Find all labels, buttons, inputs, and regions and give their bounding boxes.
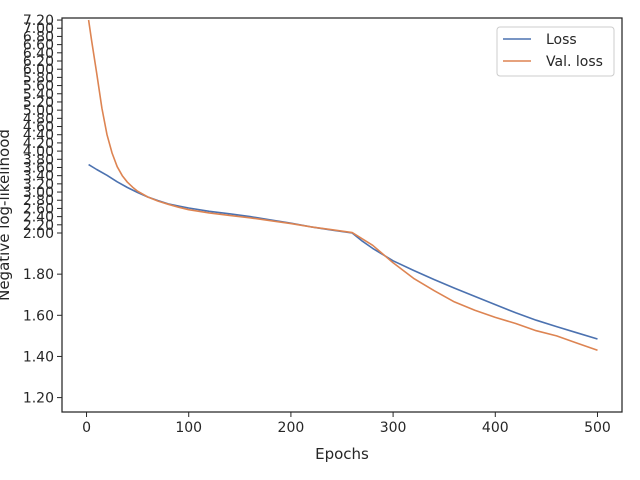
legend-entry: Val. loss xyxy=(546,54,603,70)
x-tick-label: 200 xyxy=(278,420,305,436)
x-tick-label: 0 xyxy=(82,420,91,436)
y-tick-label: 2.60 xyxy=(23,201,54,217)
y-tick-label: 7.00 xyxy=(23,21,54,37)
y-tick-label: 5.20 xyxy=(23,95,54,111)
y-tick-label: 3.00 xyxy=(23,185,54,201)
series-line-0 xyxy=(88,163,598,340)
y-tick-label: 3.40 xyxy=(23,169,54,185)
y-tick-label: 1.20 xyxy=(23,391,54,407)
y-tick-label: 3.80 xyxy=(23,152,54,168)
y-tick-label: 3.20 xyxy=(23,177,54,193)
y-tick-label: 6.20 xyxy=(23,54,54,70)
x-axis-label: Epochs xyxy=(315,445,369,463)
series-line-1 xyxy=(87,19,598,352)
y-tick-label: 2.80 xyxy=(23,193,54,209)
y-axis: 1.20 1.40 1.60 1.80 2.002.202.402.602.803.00… xyxy=(23,13,62,407)
y-tick-label: 5.60 xyxy=(23,79,54,95)
series-layer xyxy=(87,19,598,352)
legend-entry: Loss xyxy=(546,32,577,48)
y-tick-label: 3.60 xyxy=(23,160,54,176)
x-tick-label: 300 xyxy=(380,420,407,436)
y-tick-label: 4.40 xyxy=(23,128,54,144)
y-tick-label: 4.60 xyxy=(23,120,54,136)
y-tick-label: 4.00 xyxy=(23,144,54,160)
y-tick-label: 6.00 xyxy=(23,62,54,78)
y-tick-label: 1.40 xyxy=(23,349,54,365)
y-tick-label: 2.40 xyxy=(23,210,54,226)
y-tick-label: 5.80 xyxy=(23,70,54,86)
y-tick-label: 4.80 xyxy=(23,111,54,127)
y-axis-label: Negative log-likelihood xyxy=(0,129,13,301)
x-tick-label: 100 xyxy=(175,420,202,436)
x-axis: 0 100 200 300 400 500 xyxy=(82,412,611,436)
y-tick-label: 1.60 xyxy=(23,308,54,324)
y-tick-label: 4.20 xyxy=(23,136,54,152)
y-tick-label: 5.40 xyxy=(23,87,54,103)
y-tick-label: 6.80 xyxy=(23,29,54,45)
y-tick-label: 2.20 xyxy=(23,218,54,234)
y-tick-label: 6.60 xyxy=(23,38,54,54)
x-tick-label: 500 xyxy=(584,420,611,436)
y-tick-label: 5.00 xyxy=(23,103,54,119)
y-tick-label: 2.00 xyxy=(23,226,54,242)
y-tick-label: 7.20 xyxy=(23,13,54,29)
x-tick-label: 400 xyxy=(482,420,509,436)
y-tick-label: 6.40 xyxy=(23,46,54,62)
legend: Loss Val. loss xyxy=(496,26,615,77)
y-tick-label: 1.80 xyxy=(23,267,54,283)
plot-frame xyxy=(61,17,623,413)
